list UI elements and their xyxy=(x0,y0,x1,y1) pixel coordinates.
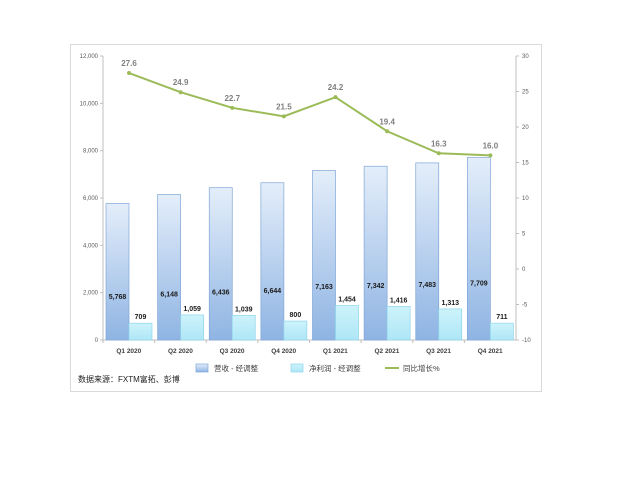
data-label-yoy-growth: 27.6 xyxy=(121,59,137,68)
data-label-net-profit: 709 xyxy=(135,314,147,321)
left-tick-label: 12,000 xyxy=(80,54,99,60)
data-label-revenue: 6,148 xyxy=(160,291,178,298)
x-tick-label: Q4 2020 xyxy=(271,348,296,355)
bar-revenue xyxy=(105,203,130,341)
data-label-yoy-growth: 19.4 xyxy=(379,117,395,126)
data-label-net-profit: 1,059 xyxy=(183,306,201,313)
bar-net-profit xyxy=(386,306,411,341)
left-tick-label: 10,000 xyxy=(80,101,99,107)
data-label-yoy-growth: 16.3 xyxy=(431,139,447,148)
bar-revenue xyxy=(415,162,440,341)
x-tick-label: Q3 2021 xyxy=(426,348,451,355)
data-label-revenue: 6,436 xyxy=(212,289,230,296)
data-label-net-profit: 1,416 xyxy=(390,297,408,304)
bar-revenue xyxy=(208,187,233,341)
right-tick-label: 15 xyxy=(522,161,529,167)
data-label-net-profit: 1,039 xyxy=(235,306,253,313)
data-label-net-profit: 800 xyxy=(290,312,302,319)
bar-revenue xyxy=(467,157,491,341)
data-label-revenue: 5,768 xyxy=(109,294,127,301)
bar-net-profit xyxy=(490,322,514,341)
left-tick-label: 6,000 xyxy=(83,196,99,202)
right-tick-label: 5 xyxy=(522,232,526,238)
left-tick-label: 0 xyxy=(95,338,99,344)
right-tick-label: 30 xyxy=(522,54,529,60)
data-label-yoy-growth: 24.9 xyxy=(173,78,189,87)
data-label-net-profit: 711 xyxy=(496,314,507,321)
data-label-yoy-growth: 24.2 xyxy=(328,83,344,92)
x-tick-label: Q1 2020 xyxy=(116,348,141,355)
legend-label: 同比增长% xyxy=(403,363,440,373)
left-tick-label: 8,000 xyxy=(83,149,99,155)
data-label-revenue: 7,163 xyxy=(315,284,333,291)
data-label-revenue: 7,709 xyxy=(470,280,488,287)
right-tick-label: 25 xyxy=(522,90,529,96)
left-tick-label: 2,000 xyxy=(83,291,99,297)
data-label-net-profit: 1,313 xyxy=(441,300,459,307)
point-yoy-growth xyxy=(127,71,131,76)
bar-revenue xyxy=(363,165,388,341)
point-yoy-growth xyxy=(436,151,441,156)
line-yoy-growth xyxy=(128,72,491,157)
bar-net-profit xyxy=(438,308,463,341)
bar-net-profit xyxy=(180,314,204,341)
bar-net-profit xyxy=(231,315,256,341)
right-tick-label: 0 xyxy=(522,267,526,273)
data-label-revenue: 7,483 xyxy=(418,282,436,289)
legend-swatch xyxy=(290,363,304,373)
point-yoy-growth xyxy=(230,105,235,110)
point-yoy-growth xyxy=(178,90,183,95)
data-label-yoy-growth: 22.7 xyxy=(224,94,240,103)
x-tick-label: Q4 2021 xyxy=(478,348,503,355)
data-label-yoy-growth: 16.0 xyxy=(483,141,499,150)
bar-revenue xyxy=(312,170,336,341)
bar-net-profit xyxy=(335,305,359,341)
data-label-yoy-growth: 21.5 xyxy=(276,102,292,111)
right-tick-label: 20 xyxy=(522,125,529,131)
bar-net-profit xyxy=(283,320,308,341)
right-tick-label: 10 xyxy=(522,196,529,202)
right-tick-label: -10 xyxy=(522,338,531,344)
point-yoy-growth xyxy=(385,129,390,134)
point-yoy-growth xyxy=(488,153,493,158)
x-tick-label: Q2 2020 xyxy=(168,348,193,355)
bar-net-profit xyxy=(128,322,153,341)
point-yoy-growth xyxy=(333,95,338,100)
bar-revenue xyxy=(260,182,285,341)
x-tick-label: Q3 2020 xyxy=(220,348,245,355)
x-tick-label: Q2 2021 xyxy=(374,348,399,355)
x-tick-label: Q1 2021 xyxy=(323,348,348,355)
source-note: 数据来源：FXTM富拓、彭博 xyxy=(78,375,180,384)
point-yoy-growth xyxy=(281,114,286,119)
data-label-revenue: 7,342 xyxy=(367,283,385,290)
data-label-revenue: 6,644 xyxy=(264,288,282,295)
legend-label: 净利润 - 经调整 xyxy=(309,363,361,373)
right-tick-label: -5 xyxy=(522,303,528,309)
left-tick-label: 4,000 xyxy=(83,243,99,249)
legend-swatch xyxy=(195,363,209,373)
data-label-net-profit: 1,454 xyxy=(338,297,356,304)
legend-label: 营收 - 经调整 xyxy=(214,363,259,373)
bar-revenue xyxy=(157,194,181,341)
